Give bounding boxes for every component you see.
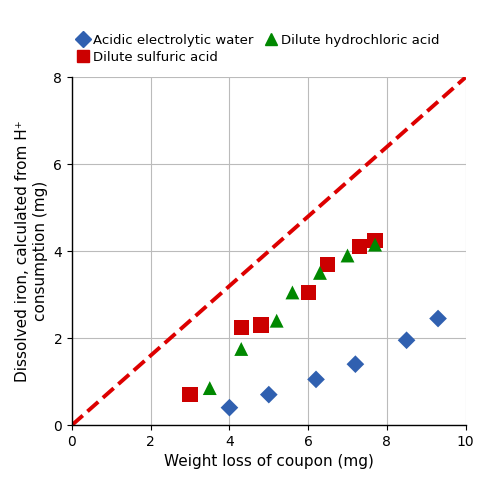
Acidic electrolytic water (265, 391, 273, 398)
Acidic electrolytic water (403, 336, 410, 344)
Dilute hydrochloric acid (316, 269, 324, 277)
Acidic electrolytic water (226, 404, 233, 412)
Dilute hydrochloric acid (371, 241, 379, 248)
Dilute sulfuric acid (186, 391, 194, 398)
Dilute hydrochloric acid (273, 317, 280, 325)
Legend: Acidic electrolytic water, Dilute sulfuric acid, Dilute hydrochloric acid: Acidic electrolytic water, Dilute sulfur… (79, 34, 440, 64)
X-axis label: Weight loss of coupon (mg): Weight loss of coupon (mg) (164, 455, 374, 469)
Acidic electrolytic water (351, 360, 359, 368)
Dilute hydrochloric acid (206, 384, 214, 392)
Dilute sulfuric acid (304, 288, 312, 296)
Dilute sulfuric acid (257, 321, 265, 329)
Dilute hydrochloric acid (344, 252, 351, 259)
Acidic electrolytic water (434, 315, 442, 323)
Dilute hydrochloric acid (288, 288, 296, 296)
Dilute hydrochloric acid (238, 345, 245, 353)
Dilute sulfuric acid (324, 260, 332, 268)
Dilute sulfuric acid (238, 324, 245, 331)
Y-axis label: Dissolved iron, calculated from H⁺
consumption (mg): Dissolved iron, calculated from H⁺ consu… (15, 120, 48, 382)
Acidic electrolytic water (312, 376, 320, 384)
Dilute sulfuric acid (371, 236, 379, 244)
Dilute sulfuric acid (356, 243, 363, 251)
